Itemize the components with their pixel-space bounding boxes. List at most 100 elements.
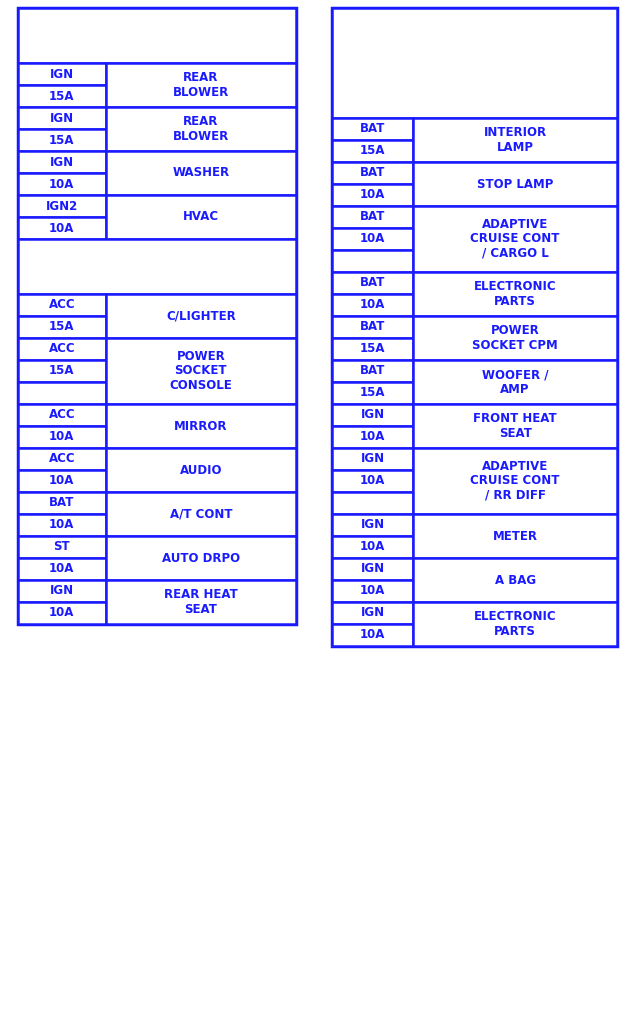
Bar [18, 536, 106, 558]
Bar [18, 151, 106, 173]
Bar [413, 360, 617, 404]
Text: POWER
SOCKET
CONSOLE: POWER SOCKET CONSOLE [169, 350, 232, 392]
Bar [413, 449, 617, 514]
Bar [332, 338, 413, 360]
Text: 10A: 10A [49, 177, 74, 190]
Bar [106, 294, 296, 338]
Text: MIRROR: MIRROR [174, 420, 228, 432]
Bar [18, 217, 106, 239]
Text: 15A: 15A [360, 342, 385, 355]
Bar [18, 580, 106, 602]
Bar [332, 536, 413, 558]
Text: 15A: 15A [49, 321, 75, 334]
Text: 10A: 10A [360, 430, 385, 443]
Bar [332, 404, 413, 426]
Bar [332, 470, 413, 492]
Bar [332, 426, 413, 449]
Text: 10A: 10A [360, 188, 385, 202]
Text: BAT: BAT [49, 497, 74, 510]
Bar [18, 492, 106, 514]
Text: ACC: ACC [48, 299, 75, 311]
Text: ADAPTIVE
CRUISE CONT
/ CARGO L: ADAPTIVE CRUISE CONT / CARGO L [470, 218, 560, 260]
Bar [106, 63, 296, 106]
Bar [18, 602, 106, 624]
Bar [18, 129, 106, 151]
Bar [18, 426, 106, 449]
Bar [332, 118, 413, 140]
Text: ACC: ACC [48, 453, 75, 466]
Bar [332, 272, 413, 294]
Bar [106, 404, 296, 449]
Text: 15A: 15A [49, 365, 75, 378]
Bar [332, 360, 413, 382]
Bar [332, 558, 413, 580]
Bar [18, 470, 106, 492]
Text: BAT: BAT [360, 321, 385, 334]
Bar [332, 228, 413, 250]
Bar [106, 492, 296, 536]
Bar [18, 360, 106, 382]
Bar [106, 580, 296, 624]
Bar [106, 338, 296, 404]
Text: ADAPTIVE
CRUISE CONT
/ RR DIFF: ADAPTIVE CRUISE CONT / RR DIFF [470, 460, 560, 502]
Text: IGN: IGN [361, 453, 385, 466]
Bar [18, 63, 106, 85]
Bar [332, 602, 413, 624]
Text: 10A: 10A [49, 562, 74, 575]
Bar [332, 162, 413, 184]
Text: IGN: IGN [361, 518, 385, 531]
Text: IGN: IGN [49, 112, 74, 125]
Bar [413, 272, 617, 316]
Bar [106, 106, 296, 151]
Text: POWER
SOCKET CPM: POWER SOCKET CPM [472, 325, 558, 352]
Text: ACC: ACC [48, 342, 75, 355]
Text: 10A: 10A [360, 474, 385, 487]
Text: 10A: 10A [360, 299, 385, 311]
Bar [413, 316, 617, 360]
Bar [413, 602, 617, 646]
Text: ST: ST [53, 541, 70, 554]
Bar [332, 492, 413, 514]
Bar [106, 536, 296, 580]
Text: 10A: 10A [360, 629, 385, 641]
Bar [332, 580, 413, 602]
Text: 15A: 15A [360, 386, 385, 399]
Bar [332, 624, 413, 646]
Text: BAT: BAT [360, 123, 385, 135]
Bar [332, 184, 413, 206]
Bar [332, 316, 413, 338]
Bar [18, 558, 106, 580]
Text: FRONT HEAT
SEAT: FRONT HEAT SEAT [474, 413, 557, 439]
Text: IGN: IGN [49, 156, 74, 169]
Bar [332, 8, 617, 118]
Text: 10A: 10A [360, 585, 385, 597]
Text: ELECTRONIC
PARTS: ELECTRONIC PARTS [474, 281, 557, 308]
Bar [332, 449, 413, 470]
Text: REAR
BLOWER: REAR BLOWER [172, 116, 229, 142]
Text: HVAC: HVAC [183, 211, 219, 223]
Text: BAT: BAT [360, 211, 385, 223]
Bar [332, 206, 413, 228]
Text: IGN: IGN [361, 606, 385, 620]
Text: REAR
BLOWER: REAR BLOWER [172, 72, 229, 98]
Bar [332, 140, 413, 162]
Text: 10A: 10A [49, 606, 74, 620]
Bar [413, 118, 617, 162]
Text: 15A: 15A [360, 144, 385, 158]
Bar [332, 294, 413, 316]
Text: WOOFER /
AMP: WOOFER / AMP [482, 369, 548, 395]
Text: 10A: 10A [49, 221, 74, 234]
Bar [18, 382, 106, 404]
Text: METER: METER [493, 529, 538, 543]
Bar [413, 514, 617, 558]
Text: AUDIO: AUDIO [179, 464, 222, 476]
Bar [413, 162, 617, 206]
Bar [18, 316, 106, 338]
Bar [18, 106, 106, 129]
Text: BAT: BAT [360, 276, 385, 290]
Bar [106, 195, 296, 239]
Text: 10A: 10A [360, 232, 385, 246]
Bar [18, 239, 296, 294]
Text: ACC: ACC [48, 409, 75, 422]
Text: INTERIOR
LAMP: INTERIOR LAMP [484, 126, 547, 154]
